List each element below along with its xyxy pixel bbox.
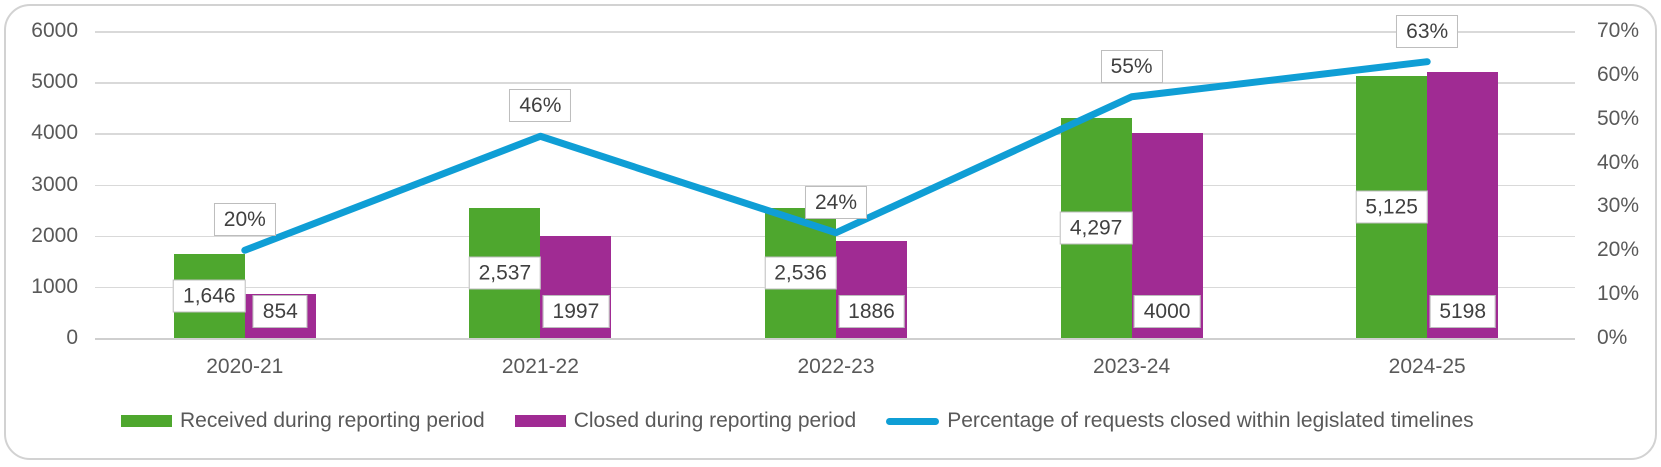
x-axis-label: 2022-23 bbox=[797, 355, 875, 378]
y-axis-tick-right: 40% bbox=[1597, 150, 1640, 174]
x-axis-label: 2023-24 bbox=[1093, 355, 1171, 378]
chart-legend: Received during reporting period Closed … bbox=[121, 403, 1474, 439]
gridline bbox=[95, 133, 1575, 135]
y-axis-tick-right: 30% bbox=[1597, 194, 1640, 218]
legend-label-closed: Closed during reporting period bbox=[573, 409, 857, 432]
legend-item-percentage: Percentage of requests closed within leg… bbox=[886, 409, 1474, 433]
y-axis-tick-right: 10% bbox=[1597, 282, 1640, 306]
line-point-label: 20% bbox=[213, 203, 276, 237]
y-axis-tick-right: 50% bbox=[1597, 106, 1640, 130]
y-axis-tick-left: 5000 bbox=[31, 70, 78, 94]
legend-swatch-percentage-line-icon bbox=[886, 417, 940, 425]
line-point-label: 24% bbox=[804, 185, 868, 219]
y-axis-tick-right: 60% bbox=[1597, 62, 1640, 86]
legend-label-percentage: Percentage of requests closed within leg… bbox=[947, 409, 1474, 432]
bar-value-label-closed: 4000 bbox=[1133, 295, 1201, 328]
bar-value-label-received: 2,536 bbox=[764, 256, 837, 290]
bar-value-label-closed: 1997 bbox=[542, 295, 610, 328]
bar-value-label-closed: 5198 bbox=[1429, 295, 1497, 328]
y-axis-tick-right: 70% bbox=[1597, 19, 1640, 42]
legend-item-received: Received during reporting period bbox=[121, 409, 485, 433]
x-axis-label: 2024-25 bbox=[1388, 355, 1466, 378]
y-axis-tick-left: 0 bbox=[66, 326, 78, 349]
bar-value-label-received: 1,646 bbox=[173, 279, 246, 313]
bar-value-label-closed: 1886 bbox=[838, 295, 905, 328]
gridline bbox=[95, 31, 1575, 33]
bar-value-label-received: 2,537 bbox=[468, 256, 542, 290]
legend-label-received: Received during reporting period bbox=[180, 409, 485, 432]
legend-item-closed: Closed during reporting period bbox=[514, 409, 857, 433]
line-point-label: 55% bbox=[1100, 49, 1163, 83]
y-axis-tick-left: 1000 bbox=[31, 274, 78, 298]
y-axis-tick-left: 3000 bbox=[31, 172, 78, 196]
gridline bbox=[95, 82, 1575, 84]
y-axis-tick-left: 6000 bbox=[31, 19, 78, 42]
x-axis-label: 2021-22 bbox=[501, 355, 579, 378]
legend-swatch-closed-icon bbox=[514, 415, 566, 427]
line-point-label: 63% bbox=[1396, 14, 1459, 48]
y-axis-tick-left: 2000 bbox=[31, 223, 78, 247]
percentage-line-path bbox=[241, 58, 1431, 254]
y-axis-tick-left: 4000 bbox=[31, 121, 78, 145]
bar-value-label-closed: 854 bbox=[252, 295, 308, 328]
y-axis-tick-right: 20% bbox=[1597, 238, 1640, 262]
line-point-label: 46% bbox=[509, 89, 572, 123]
y-axis-tick-right: 0% bbox=[1597, 326, 1628, 349]
bar-value-label-received: 4,297 bbox=[1059, 211, 1133, 245]
x-axis-label: 2020-21 bbox=[206, 355, 284, 378]
x-axis-line bbox=[95, 337, 1575, 340]
legend-swatch-received-icon bbox=[121, 415, 172, 427]
bar-closed bbox=[1427, 72, 1499, 338]
bar-value-label-received: 5,125 bbox=[1355, 190, 1428, 224]
gridline bbox=[95, 184, 1575, 186]
